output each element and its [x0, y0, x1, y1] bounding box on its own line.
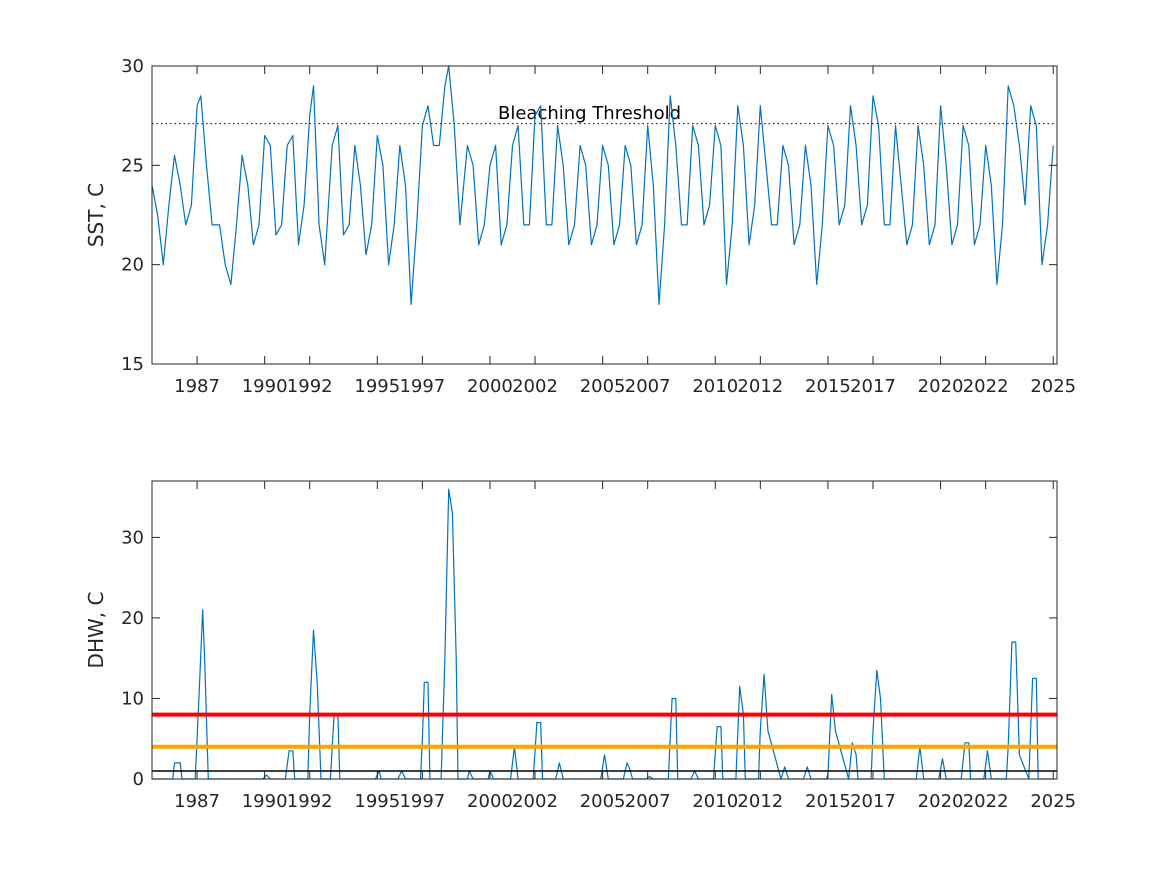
dhw-x-tick-label: 2010 [692, 791, 738, 812]
dhw-x-ticks: 1987 1990 1992 1995 1997 2000 2002 2005 2007 2010… [174, 481, 1076, 812]
dhw-x-tick-label: 1995 [354, 791, 400, 812]
sst-y-axis-label: SST, C [84, 183, 108, 247]
sst-x-tick-label: 2002 [512, 376, 558, 397]
dhw-y-tick-label: 20 [121, 608, 144, 629]
sst-x-ticks: 1987 1990 1992 1995 1997 2000 2002 2005 2007 2010… [174, 66, 1076, 397]
dhw-x-tick-label: 1997 [399, 791, 445, 812]
dhw-x-tick-label: 2005 [580, 791, 626, 812]
sst-series-line [151, 65, 1054, 305]
dhw-x-tick-label: 2017 [850, 791, 896, 812]
dhw-y-tick-label: 30 [121, 527, 144, 548]
sst-y-ticks: 15 20 25 30 [121, 56, 1057, 375]
sst-x-tick-label: 2010 [692, 376, 738, 397]
sst-x-tick-label: 2017 [850, 376, 896, 397]
dhw-x-tick-label: 2012 [737, 791, 783, 812]
sst-x-tick-label: 2005 [580, 376, 626, 397]
sst-x-tick-label: 2015 [805, 376, 851, 397]
dhw-y-ticks: 0 10 20 30 [121, 527, 1057, 790]
dhw-x-tick-label: 1992 [287, 791, 333, 812]
dhw-y-tick-label: 0 [133, 769, 144, 790]
dhw-x-tick-label: 2020 [918, 791, 964, 812]
sst-x-tick-label: 1990 [242, 376, 288, 397]
sst-x-tick-label: 1995 [354, 376, 400, 397]
sst-x-tick-label: 2007 [625, 376, 671, 397]
dhw-x-tick-label: 2022 [963, 791, 1009, 812]
sst-x-tick-label: 2012 [737, 376, 783, 397]
sst-y-tick-label: 20 [121, 255, 144, 276]
dhw-axes-box [151, 480, 1058, 780]
dhw-x-tick-label: 2002 [512, 791, 558, 812]
dhw-x-tick-label: 2007 [625, 791, 671, 812]
sst-x-tick-label: 2022 [963, 376, 1009, 397]
sst-x-tick-label: 1997 [399, 376, 445, 397]
sst-x-tick-label: 2000 [467, 376, 513, 397]
dhw-reference-lines [152, 712, 1057, 772]
sst-y-tick-label: 30 [121, 56, 144, 77]
dhw-y-tick-label: 10 [121, 688, 144, 709]
dhw-x-tick-label: 1990 [242, 791, 288, 812]
dhw-plot-area [152, 481, 1057, 779]
sst-axes-box [151, 65, 1058, 365]
sst-series [151, 65, 1054, 305]
dhw-x-tick-label: 2000 [467, 791, 513, 812]
sst-y-tick-label: 15 [121, 354, 144, 375]
bleaching-threshold-label: Bleaching Threshold [498, 103, 681, 124]
dhw-x-tick-label: 2015 [805, 791, 851, 812]
sst-x-tick-label: 2025 [1030, 376, 1076, 397]
dhw-x-tick-label: 2025 [1030, 791, 1076, 812]
sst-x-tick-label: 1987 [174, 376, 220, 397]
dhw-panel: 0 10 20 30 1987 1990 1992 1995 1997 2000 2002 2005… [84, 480, 1076, 812]
dhw-y-axis-label: DHW, C [84, 592, 108, 669]
sst-x-tick-label: 2020 [918, 376, 964, 397]
dhw-x-tick-label: 1987 [174, 791, 220, 812]
sst-x-tick-label: 1992 [287, 376, 333, 397]
sst-y-tick-label: 25 [121, 155, 144, 176]
